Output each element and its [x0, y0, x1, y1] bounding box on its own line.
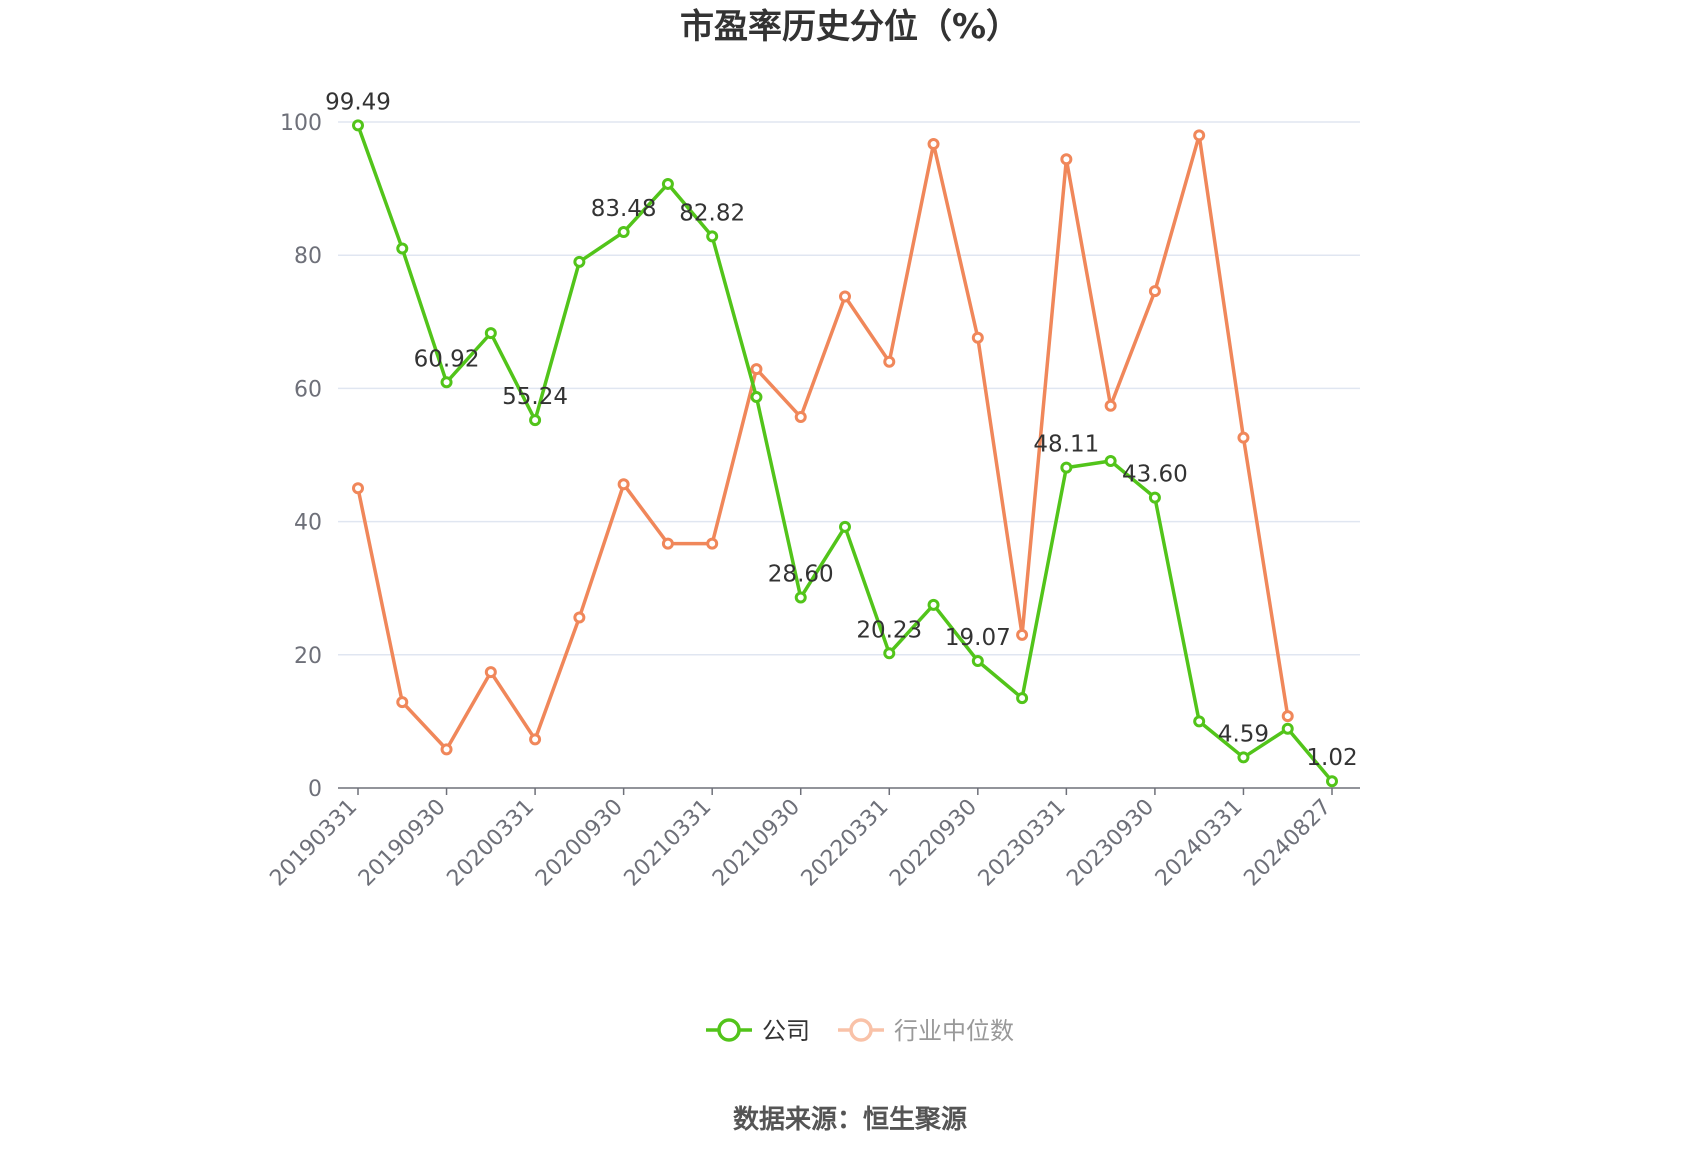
y-tick-label: 20 — [294, 644, 322, 669]
series-line-行业中位数 — [356, 133, 1290, 752]
data-point — [440, 376, 453, 389]
x-tick-label: 20190331 — [265, 795, 362, 892]
data-point — [661, 537, 674, 550]
x-tick-label: 20220331 — [797, 795, 894, 892]
y-tick-label: 80 — [294, 244, 322, 269]
data-label: 1.02 — [1306, 745, 1357, 771]
data-point — [1281, 710, 1294, 723]
series-line-公司 — [356, 124, 1334, 783]
data-point — [1237, 751, 1250, 764]
data-point — [396, 696, 409, 709]
data-point — [1060, 153, 1073, 166]
legend-label: 公司 — [762, 1017, 810, 1045]
data-point — [883, 355, 896, 368]
data-point — [1060, 461, 1073, 474]
data-label: 48.11 — [1033, 432, 1099, 458]
y-tick-label: 60 — [294, 377, 322, 402]
data-point — [1016, 692, 1029, 705]
data-label: 43.60 — [1122, 462, 1188, 488]
data-point — [1281, 722, 1294, 735]
data-point — [794, 411, 807, 424]
data-point — [661, 177, 674, 190]
y-tick-label: 40 — [294, 511, 322, 536]
legend-swatch-marker — [849, 1018, 873, 1042]
legend-label: 行业中位数 — [894, 1017, 1014, 1045]
data-point — [927, 137, 940, 150]
data-label: 99.49 — [325, 89, 391, 115]
data-point — [706, 537, 719, 550]
data-label: 82.82 — [679, 200, 745, 226]
data-label: 28.60 — [768, 562, 834, 588]
data-point — [1326, 775, 1338, 788]
series — [352, 119, 1338, 788]
data-labels: 99.49 60.92 55.24 83.48 82.82 28.60 20.23 19.07… — [325, 89, 1358, 771]
data-point — [927, 598, 940, 611]
x-tick-label: 20230930 — [1062, 795, 1159, 892]
data-point — [1193, 129, 1206, 142]
data-label: 83.48 — [591, 196, 657, 222]
data-label: 20.23 — [856, 617, 922, 643]
data-point — [573, 255, 586, 268]
x-tick-label: 20210331 — [620, 795, 717, 892]
data-point — [794, 591, 807, 604]
data-point — [484, 327, 497, 340]
x-tick-label: 20240827 — [1239, 795, 1336, 892]
x-tick-label: 20200930 — [531, 795, 628, 892]
x-tick-label: 20220930 — [885, 795, 982, 892]
data-label: 55.24 — [502, 384, 568, 410]
data-point — [617, 478, 630, 491]
data-point — [971, 331, 984, 344]
data-point — [1237, 431, 1250, 444]
data-point — [352, 119, 364, 132]
x-tick-label: 20200331 — [442, 795, 539, 892]
x-tick-label: 20190930 — [354, 795, 451, 892]
data-point — [573, 611, 586, 624]
data-point — [352, 482, 364, 495]
data-point — [617, 226, 630, 239]
data-point — [396, 242, 409, 255]
data-point — [839, 520, 851, 533]
data-point — [839, 290, 851, 303]
legend-swatch-marker — [717, 1018, 741, 1042]
x-tick-label: 20230331 — [974, 795, 1071, 892]
data-point — [529, 414, 542, 427]
data-point — [529, 733, 542, 746]
data-point — [883, 647, 896, 660]
y-tick-label: 100 — [280, 111, 322, 136]
data-point — [484, 666, 497, 679]
data-point — [750, 391, 763, 404]
data-point — [1104, 399, 1117, 412]
data-label: 60.92 — [414, 346, 480, 372]
axes: 0 20 40 60 80 100 2019033120190930202003312020… — [265, 111, 1360, 891]
data-point — [440, 743, 453, 756]
legend-item-行业中位数: 行业中位数 — [838, 1017, 1014, 1045]
data-point — [971, 654, 984, 667]
data-point — [1104, 454, 1117, 467]
x-tick-label: 20210930 — [708, 795, 805, 892]
legend: 公司 行业中位数 — [706, 1017, 1014, 1045]
data-point — [1148, 491, 1161, 504]
data-point — [1016, 628, 1029, 641]
chart-title: 市盈率历史分位（%） — [680, 7, 1020, 47]
x-tick-label: 20240331 — [1151, 795, 1248, 892]
data-point — [750, 363, 763, 376]
data-label: 19.07 — [945, 625, 1011, 651]
legend-item-公司: 公司 — [706, 1017, 810, 1045]
y-tick-label: 0 — [308, 777, 322, 802]
source-note: 数据来源：恒生聚源 — [733, 1105, 967, 1135]
data-point — [1148, 285, 1161, 298]
data-label: 4.59 — [1218, 721, 1269, 747]
data-point — [706, 230, 719, 243]
grid — [338, 121, 1360, 656]
data-point — [1193, 715, 1206, 728]
